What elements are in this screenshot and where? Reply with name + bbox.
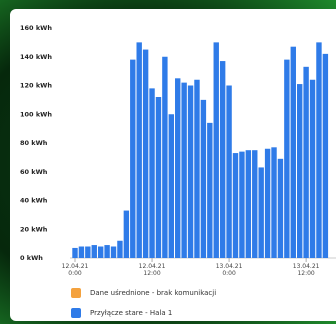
bar	[155, 97, 162, 258]
bar	[245, 150, 252, 258]
bar	[78, 246, 85, 258]
bar	[264, 148, 271, 258]
bar	[277, 158, 284, 258]
bar	[316, 42, 322, 258]
y-tick-label: 140 kWh	[20, 53, 52, 61]
y-tick-label: 100 kWh	[20, 110, 52, 118]
bar	[303, 66, 309, 258]
y-tick-label: 60 kWh	[20, 168, 48, 176]
bar	[149, 88, 155, 258]
bar	[175, 78, 181, 258]
bar	[213, 42, 219, 258]
y-tick-label: 0 kWh	[20, 254, 43, 262]
bar	[123, 210, 130, 258]
bar	[309, 79, 316, 258]
x-tick-label: 13.04.21 0:00	[215, 263, 243, 277]
bar	[194, 79, 200, 258]
x-tick-label: 12.04.21 0:00	[61, 263, 89, 277]
y-tick-label: 120 kWh	[20, 82, 52, 90]
bar	[110, 246, 117, 258]
bar	[226, 85, 232, 258]
legend-label: Dane uśrednione - brak komunikacji	[90, 289, 216, 297]
bar	[258, 167, 264, 258]
bar	[142, 49, 149, 258]
x-tick-label: 13.04.21 12:00	[292, 263, 320, 277]
bar	[219, 61, 226, 258]
bar	[284, 59, 290, 258]
legend-swatch	[71, 288, 81, 298]
bar	[252, 150, 258, 258]
bar	[187, 85, 194, 258]
bar	[130, 59, 136, 258]
x-tick-label: 12.04.21 12:00	[138, 263, 166, 277]
bar	[322, 53, 329, 258]
bar	[290, 46, 296, 258]
bar	[271, 147, 277, 258]
bar	[85, 246, 91, 258]
bar	[297, 84, 303, 258]
bar	[136, 42, 142, 258]
y-tick-label: 20 kWh	[20, 225, 48, 233]
legend-swatch	[71, 308, 81, 318]
bar	[162, 56, 168, 258]
bar	[104, 245, 110, 258]
bar	[72, 247, 78, 258]
bar	[239, 151, 245, 258]
bar	[232, 153, 239, 258]
bar	[117, 240, 123, 258]
y-tick-label: 40 kWh	[20, 197, 48, 205]
y-tick-label: 80 kWh	[20, 139, 48, 147]
bar	[168, 114, 174, 258]
bar	[200, 99, 207, 258]
y-tick-label: 160 kWh	[20, 24, 52, 32]
bar	[207, 122, 213, 258]
bar	[97, 246, 104, 258]
legend-label: Przyłącze stare - Hala 1	[90, 309, 172, 317]
bar	[91, 245, 97, 258]
bar	[181, 82, 187, 258]
